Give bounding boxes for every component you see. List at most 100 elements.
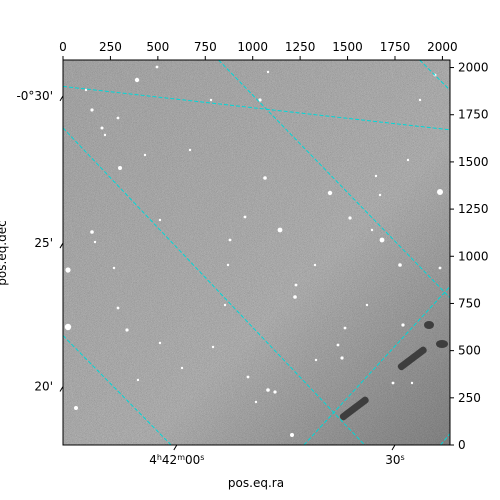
y-tick-label: 0 (458, 438, 466, 452)
star (64, 323, 72, 331)
sky-image (63, 60, 450, 445)
star (327, 190, 333, 196)
star (266, 70, 270, 74)
x-tick-label: 1000 (237, 40, 268, 54)
x-tick-label: 500 (146, 40, 169, 54)
star (294, 283, 298, 287)
star (223, 303, 227, 307)
dec-tick (59, 95, 64, 102)
star (406, 158, 410, 162)
star (398, 263, 402, 267)
star (90, 230, 94, 234)
star (314, 358, 318, 362)
x-tick-label: 250 (99, 40, 122, 54)
ra-tick (391, 444, 396, 451)
star (370, 228, 374, 232)
star (125, 328, 129, 332)
star (266, 388, 270, 392)
star (401, 323, 405, 327)
y-tick-label: 250 (458, 391, 481, 405)
star (273, 390, 277, 394)
star (246, 375, 250, 379)
star (65, 267, 71, 273)
y-tick-label: 1000 (458, 249, 489, 263)
star (90, 108, 94, 112)
star (103, 133, 107, 137)
star (254, 400, 258, 404)
ra-axis: 4h42m00s 30s (149, 444, 405, 468)
plot-frame (62, 59, 451, 446)
dec-grid-line (63, 85, 450, 131)
star (336, 343, 340, 347)
y-tick-label: 2000 (458, 61, 489, 75)
x-tick-label: 1750 (380, 40, 411, 54)
star (74, 406, 78, 410)
y-tick-label: 1250 (458, 202, 489, 216)
x-tick-label: 1500 (332, 40, 363, 54)
star (211, 345, 215, 349)
ra-grid-line (419, 60, 450, 91)
star (112, 266, 116, 270)
dark-spot (424, 321, 434, 329)
star (158, 218, 162, 222)
star (116, 306, 120, 310)
star (143, 153, 147, 157)
x-pixel-axis: 0 250 500 750 1000 1250 1500 1750 2000 (59, 40, 458, 60)
star (188, 148, 192, 152)
star (348, 216, 352, 220)
star (290, 433, 294, 437)
dec-axis: -0°30' 25' 20' (16, 89, 64, 393)
x-tick-label: 1250 (285, 40, 316, 54)
star (391, 381, 395, 385)
star (243, 215, 247, 219)
star (263, 176, 267, 180)
star (180, 366, 184, 370)
star (378, 193, 382, 197)
ra-tick (173, 444, 178, 451)
star (374, 174, 378, 178)
dec-tick (59, 386, 64, 392)
ra-tick-label: 4h42m00s (149, 453, 204, 468)
x-axis-label: pos.eq.ra (228, 476, 284, 490)
x-tick-label: 0 (59, 40, 67, 54)
star (84, 88, 88, 92)
y-tick-label: 500 (458, 344, 481, 358)
star (136, 378, 140, 382)
ra-grid-line (63, 335, 172, 445)
star (226, 263, 230, 267)
ra-grid-line (63, 127, 365, 445)
star (134, 77, 140, 83)
x-tick-label: 750 (194, 40, 217, 54)
star (158, 341, 162, 345)
y-tick-label: 1500 (458, 155, 489, 169)
y-tick-label: 750 (458, 296, 481, 310)
star (93, 240, 97, 244)
star (313, 263, 317, 267)
star (155, 65, 159, 69)
star (340, 356, 344, 360)
star (100, 126, 104, 130)
star (116, 116, 120, 120)
star (258, 98, 262, 102)
dec-tick-label: 25' (34, 236, 53, 250)
x-tick-label: 2000 (427, 40, 458, 54)
dec-tick-label: -0°30' (16, 89, 53, 103)
star (365, 303, 369, 307)
star (379, 237, 385, 243)
y-pixel-axis: 0 250 500 750 1000 1250 1500 1750 2000 (450, 61, 489, 452)
star (437, 189, 443, 195)
star (293, 295, 297, 299)
y-axis-label: pos.eq.dec (0, 220, 9, 285)
ra-tick-label: 30s (385, 453, 404, 468)
coordinate-grid (63, 60, 450, 445)
dark-spot (436, 340, 448, 348)
star (228, 238, 232, 242)
ra-grid-line (218, 60, 450, 299)
y-tick-label: 1750 (458, 108, 489, 122)
ra-grid-line (440, 433, 450, 445)
dec-tick-label: 20' (34, 379, 53, 393)
dec-tick (59, 242, 64, 249)
star (418, 98, 422, 102)
dark-streak (397, 346, 427, 371)
